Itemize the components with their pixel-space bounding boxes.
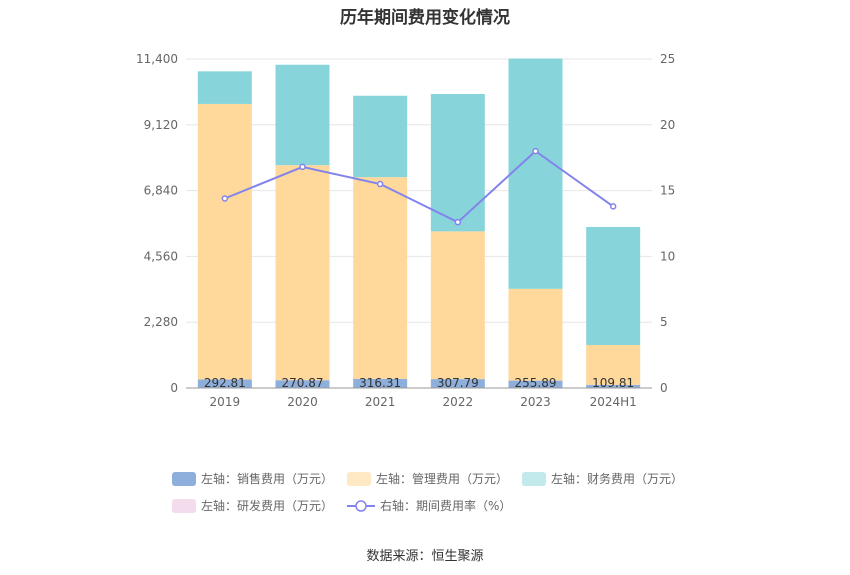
rate-point (609, 203, 617, 210)
bar-layer (197, 58, 641, 388)
right-axis-tick-label: 15 (660, 184, 675, 198)
bar-segment-s1 (353, 177, 408, 379)
bar-segment-s2 (197, 71, 252, 104)
data-label-sales: 255.89 (515, 376, 557, 390)
x-axis-tick-label: 2022 (443, 395, 474, 409)
chart-title: 历年期间费用变化情况 (340, 8, 510, 28)
bar-segment-s0 (508, 380, 563, 388)
left-axis-tick-label: 2,280 (144, 315, 178, 329)
right-axis-tick-label: 20 (660, 118, 675, 132)
left-axis-tick-label: 6,840 (144, 184, 178, 198)
bar-segment-s0 (353, 378, 408, 388)
legend-swatch-sales (172, 471, 196, 486)
left-axis-tick-label: 4,560 (144, 249, 178, 263)
bar-segment-s2 (430, 93, 485, 232)
left-axis-tick-label: 0 (170, 381, 178, 395)
data-label-sales: 316.31 (359, 376, 401, 390)
bar-segment-s2 (508, 58, 563, 289)
x-axis-tick-label: 2024H1 (590, 395, 637, 409)
bar-segment-s2 (586, 226, 641, 346)
rate-line (224, 149, 614, 224)
rate-point (454, 218, 462, 226)
bar-segment-s0 (430, 379, 485, 388)
bar-segment-s1 (586, 345, 641, 385)
data-label-layer: 292.81 270.87 316.31 307.79 255.89 109.81 (204, 376, 634, 390)
grid-lines (186, 58, 652, 323)
bar-segment-s1 (508, 288, 563, 381)
legend-label-finance: 左轴：财务费用（万元） (551, 472, 684, 486)
bar-segment-s2 (353, 95, 408, 178)
left-axis-tick-label: 9,120 (144, 118, 178, 132)
legend-item-sales[interactable]: 左轴：销售费用（万元） (172, 470, 333, 487)
data-label-sales: 270.87 (282, 376, 324, 390)
axes-layer: 0 2,280 4,560 6,840 9,120 11,400 0 5 10 15 20 25 201… (136, 52, 675, 409)
legend-item-rate[interactable]: 右轴：期间费用率（%） (347, 497, 511, 514)
x-axis-tick-label: 2023 (520, 395, 551, 409)
rate-point (221, 195, 229, 202)
legend-row-1: 左轴：销售费用（万元） 左轴：管理费用（万元） 左轴：财务费用（万元） (172, 470, 683, 487)
chart-canvas: 0 2,280 4,560 6,840 9,120 11,400 0 5 10 15 20 25 201… (136, 52, 675, 409)
bar-segment-s1 (197, 103, 252, 380)
line-layer (221, 147, 617, 226)
rate-point (376, 180, 384, 188)
right-axis-tick-label: 25 (660, 52, 675, 66)
data-label-sales: 292.81 (204, 376, 246, 390)
rate-point (299, 163, 306, 171)
bar-segment-s0 (197, 379, 252, 388)
data-label-sales: 307.79 (437, 376, 479, 390)
x-axis-tick-label: 2019 (210, 395, 241, 409)
legend-label-rate: 右轴：期间费用率（%） (380, 499, 512, 513)
legend-row-2: 左轴：研发费用（万元） 右轴：期间费用率（%） (172, 497, 511, 514)
left-axis-tick-label: 11,400 (136, 52, 178, 66)
legend-swatch-rnd (172, 498, 196, 513)
bar-segment-s2 (275, 64, 330, 166)
data-label-sales: 109.81 (592, 376, 634, 390)
right-axis-tick-label: 10 (660, 249, 675, 263)
legend-label-rnd: 左轴：研发费用（万元） (201, 499, 334, 513)
legend-swatch-finance (522, 471, 547, 486)
rate-point (532, 147, 539, 155)
legend-label-sales: 左轴：销售费用（万元） (201, 472, 334, 486)
x-axis-tick-label: 2021 (365, 395, 396, 409)
data-source-note: 数据来源：恒生聚源 (366, 549, 484, 564)
right-axis-tick-label: 0 (660, 381, 668, 395)
legend-item-admin[interactable]: 左轴：管理费用（万元） (347, 470, 508, 487)
bar-segment-s1 (430, 231, 485, 380)
legend-item-finance[interactable]: 左轴：财务费用（万元） (522, 470, 683, 487)
legend-swatch-admin (347, 471, 372, 486)
x-axis-tick-label: 2020 (287, 395, 318, 409)
bar-segment-s1 (275, 165, 330, 381)
right-axis-tick-label: 5 (660, 315, 668, 329)
legend-item-rnd[interactable]: 左轴：研发费用（万元） (172, 497, 333, 514)
legend-swatch-rate (347, 499, 376, 512)
bar-segment-s0 (275, 380, 330, 388)
legend-label-admin: 左轴：管理费用（万元） (376, 472, 509, 486)
bar-segment-s0 (586, 384, 641, 388)
